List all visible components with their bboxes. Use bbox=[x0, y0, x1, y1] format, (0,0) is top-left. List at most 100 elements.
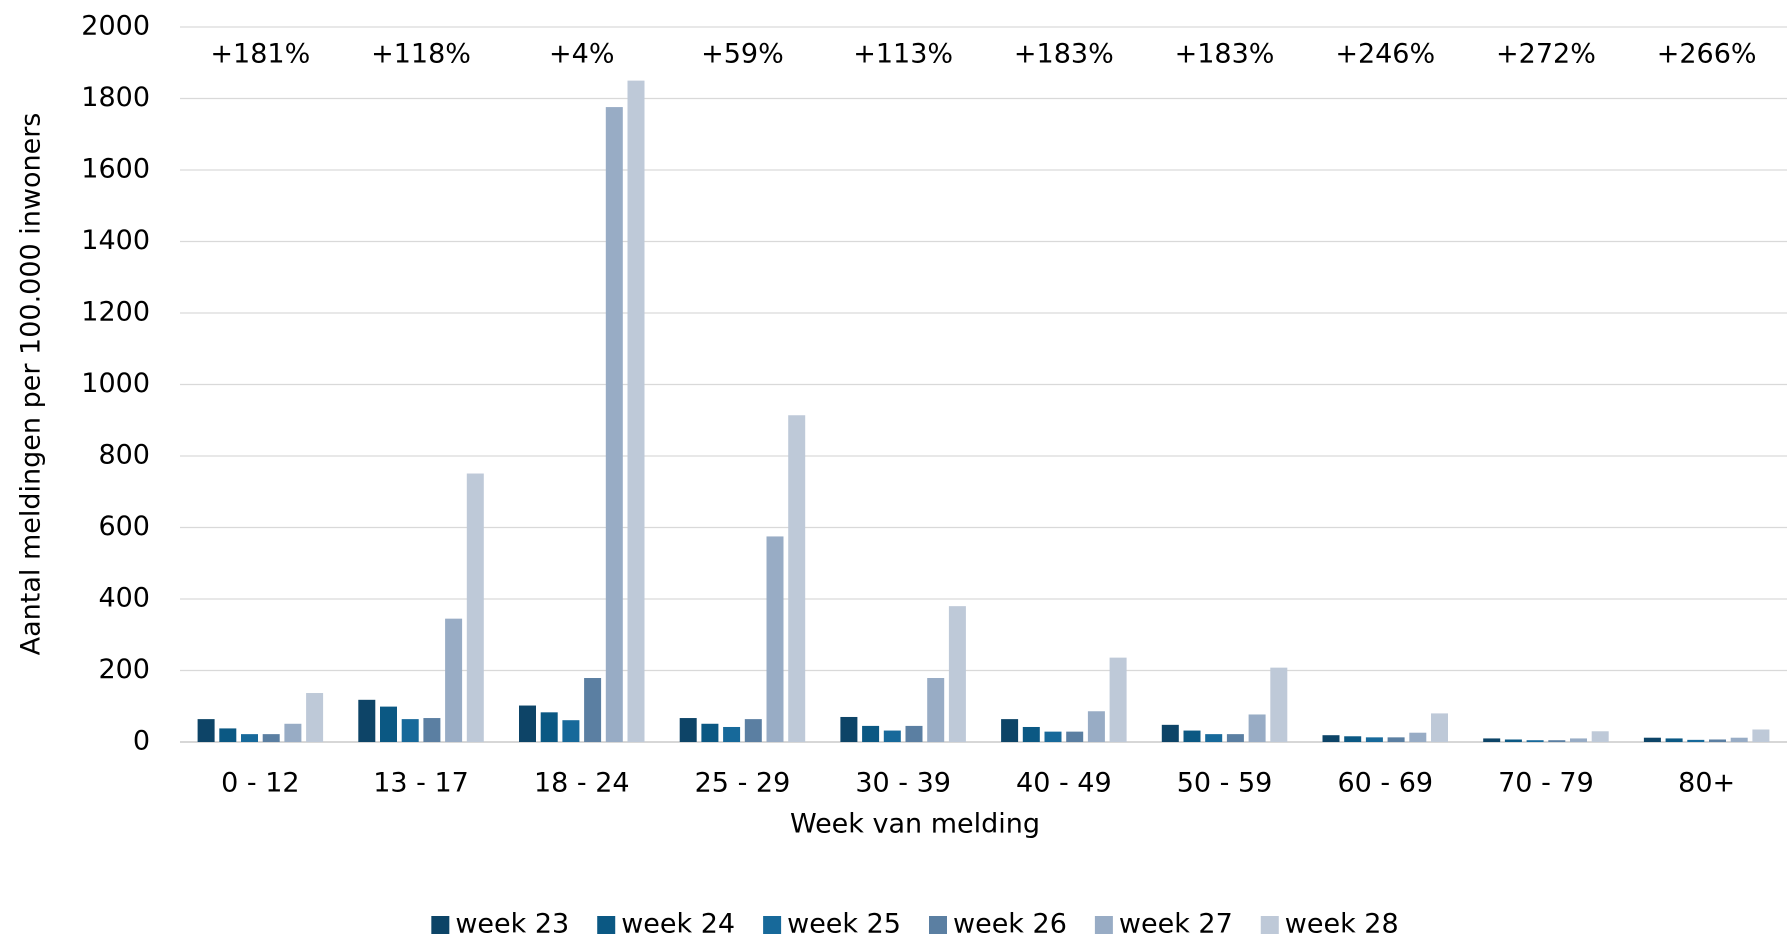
bar bbox=[927, 678, 945, 742]
bar bbox=[584, 678, 602, 742]
bar bbox=[1687, 739, 1705, 742]
bar bbox=[1752, 729, 1770, 742]
annotation: +272% bbox=[1496, 39, 1596, 70]
bar bbox=[306, 693, 324, 742]
bar bbox=[1344, 736, 1362, 742]
annotation: +118% bbox=[371, 39, 471, 70]
y-tick-label: 400 bbox=[98, 583, 150, 614]
annotation: +266% bbox=[1657, 39, 1757, 70]
bar bbox=[401, 719, 419, 742]
bar bbox=[1322, 735, 1340, 742]
y-tick-label: 1200 bbox=[81, 297, 150, 328]
bar bbox=[1022, 726, 1040, 742]
bar bbox=[1548, 740, 1566, 742]
bar bbox=[1709, 739, 1726, 742]
bar bbox=[1270, 667, 1288, 742]
x-tick-label: 13 - 17 bbox=[373, 768, 469, 799]
legend-swatch bbox=[929, 916, 947, 934]
bar bbox=[445, 618, 463, 742]
bar bbox=[1087, 711, 1105, 742]
bar bbox=[358, 699, 376, 742]
bar bbox=[562, 720, 580, 742]
bar bbox=[701, 723, 719, 742]
legend-label: week 26 bbox=[953, 909, 1067, 940]
bar bbox=[284, 723, 302, 742]
bar bbox=[1226, 734, 1244, 742]
legend-label: week 27 bbox=[1119, 909, 1233, 940]
x-tick-label: 80+ bbox=[1678, 768, 1735, 799]
bar bbox=[1431, 713, 1448, 742]
bar bbox=[840, 716, 858, 742]
bar bbox=[1109, 657, 1127, 742]
bar bbox=[1665, 738, 1683, 742]
annotation: +181% bbox=[210, 39, 310, 70]
bar bbox=[605, 107, 623, 742]
bar bbox=[1044, 731, 1062, 742]
annotation: +183% bbox=[1175, 39, 1275, 70]
bar bbox=[948, 606, 966, 742]
bar bbox=[788, 415, 806, 742]
bar bbox=[380, 706, 397, 742]
y-tick-label: 0 bbox=[133, 726, 150, 757]
bar bbox=[627, 80, 645, 742]
bar bbox=[1161, 724, 1179, 742]
y-tick-label: 1000 bbox=[81, 368, 150, 399]
y-tick-label: 1800 bbox=[81, 82, 150, 113]
bar bbox=[862, 725, 880, 742]
bar bbox=[1387, 737, 1405, 742]
bar bbox=[540, 712, 558, 742]
legend-label: week 28 bbox=[1285, 909, 1399, 940]
bar bbox=[744, 719, 762, 742]
x-tick-label: 0 - 12 bbox=[221, 768, 299, 799]
x-tick-label: 18 - 24 bbox=[534, 768, 630, 799]
y-tick-label: 1600 bbox=[81, 154, 150, 185]
legend-swatch bbox=[1260, 916, 1279, 934]
bar bbox=[466, 473, 484, 742]
annotation: +4% bbox=[549, 39, 614, 70]
x-tick-label: 30 - 39 bbox=[855, 768, 951, 799]
bar bbox=[1504, 739, 1522, 742]
annotation: +246% bbox=[1335, 39, 1435, 70]
y-axis-title: Aantal meldingen per 100.000 inwoners bbox=[16, 113, 47, 656]
bar bbox=[1183, 730, 1201, 742]
legend-label: week 23 bbox=[455, 909, 569, 940]
y-tick-label: 800 bbox=[98, 440, 150, 471]
legend-label: week 24 bbox=[621, 909, 735, 940]
y-tick-label: 2000 bbox=[81, 11, 150, 42]
y-tick-label: 1400 bbox=[81, 225, 150, 256]
bar bbox=[241, 734, 258, 742]
bar bbox=[1526, 740, 1544, 742]
annotation: +183% bbox=[1014, 39, 1114, 70]
bar bbox=[1248, 714, 1266, 742]
bar bbox=[679, 718, 697, 742]
y-tick-label: 600 bbox=[98, 511, 150, 542]
bar bbox=[723, 726, 741, 742]
x-tick-label: 60 - 69 bbox=[1337, 768, 1433, 799]
bar bbox=[1643, 737, 1661, 742]
legend-label: week 25 bbox=[787, 909, 901, 940]
bar bbox=[883, 730, 901, 742]
bar bbox=[1001, 719, 1019, 742]
x-tick-label: 40 - 49 bbox=[1016, 768, 1112, 799]
bar bbox=[1570, 738, 1587, 742]
bar bbox=[1205, 734, 1223, 742]
bar bbox=[1591, 731, 1609, 742]
bar bbox=[197, 719, 215, 742]
bar bbox=[262, 734, 280, 742]
bar bbox=[1066, 731, 1084, 742]
bar bbox=[905, 725, 923, 742]
bar bbox=[766, 536, 784, 742]
x-tick-label: 50 - 59 bbox=[1177, 768, 1273, 799]
annotation: +59% bbox=[701, 39, 784, 70]
bar bbox=[1730, 737, 1748, 742]
bar bbox=[1365, 737, 1383, 742]
bar bbox=[219, 728, 237, 742]
y-tick-label: 200 bbox=[98, 654, 150, 685]
legend-swatch bbox=[597, 916, 616, 934]
x-tick-label: 70 - 79 bbox=[1498, 768, 1594, 799]
bar bbox=[519, 705, 536, 742]
bar bbox=[1483, 738, 1501, 742]
legend-swatch bbox=[431, 916, 450, 934]
